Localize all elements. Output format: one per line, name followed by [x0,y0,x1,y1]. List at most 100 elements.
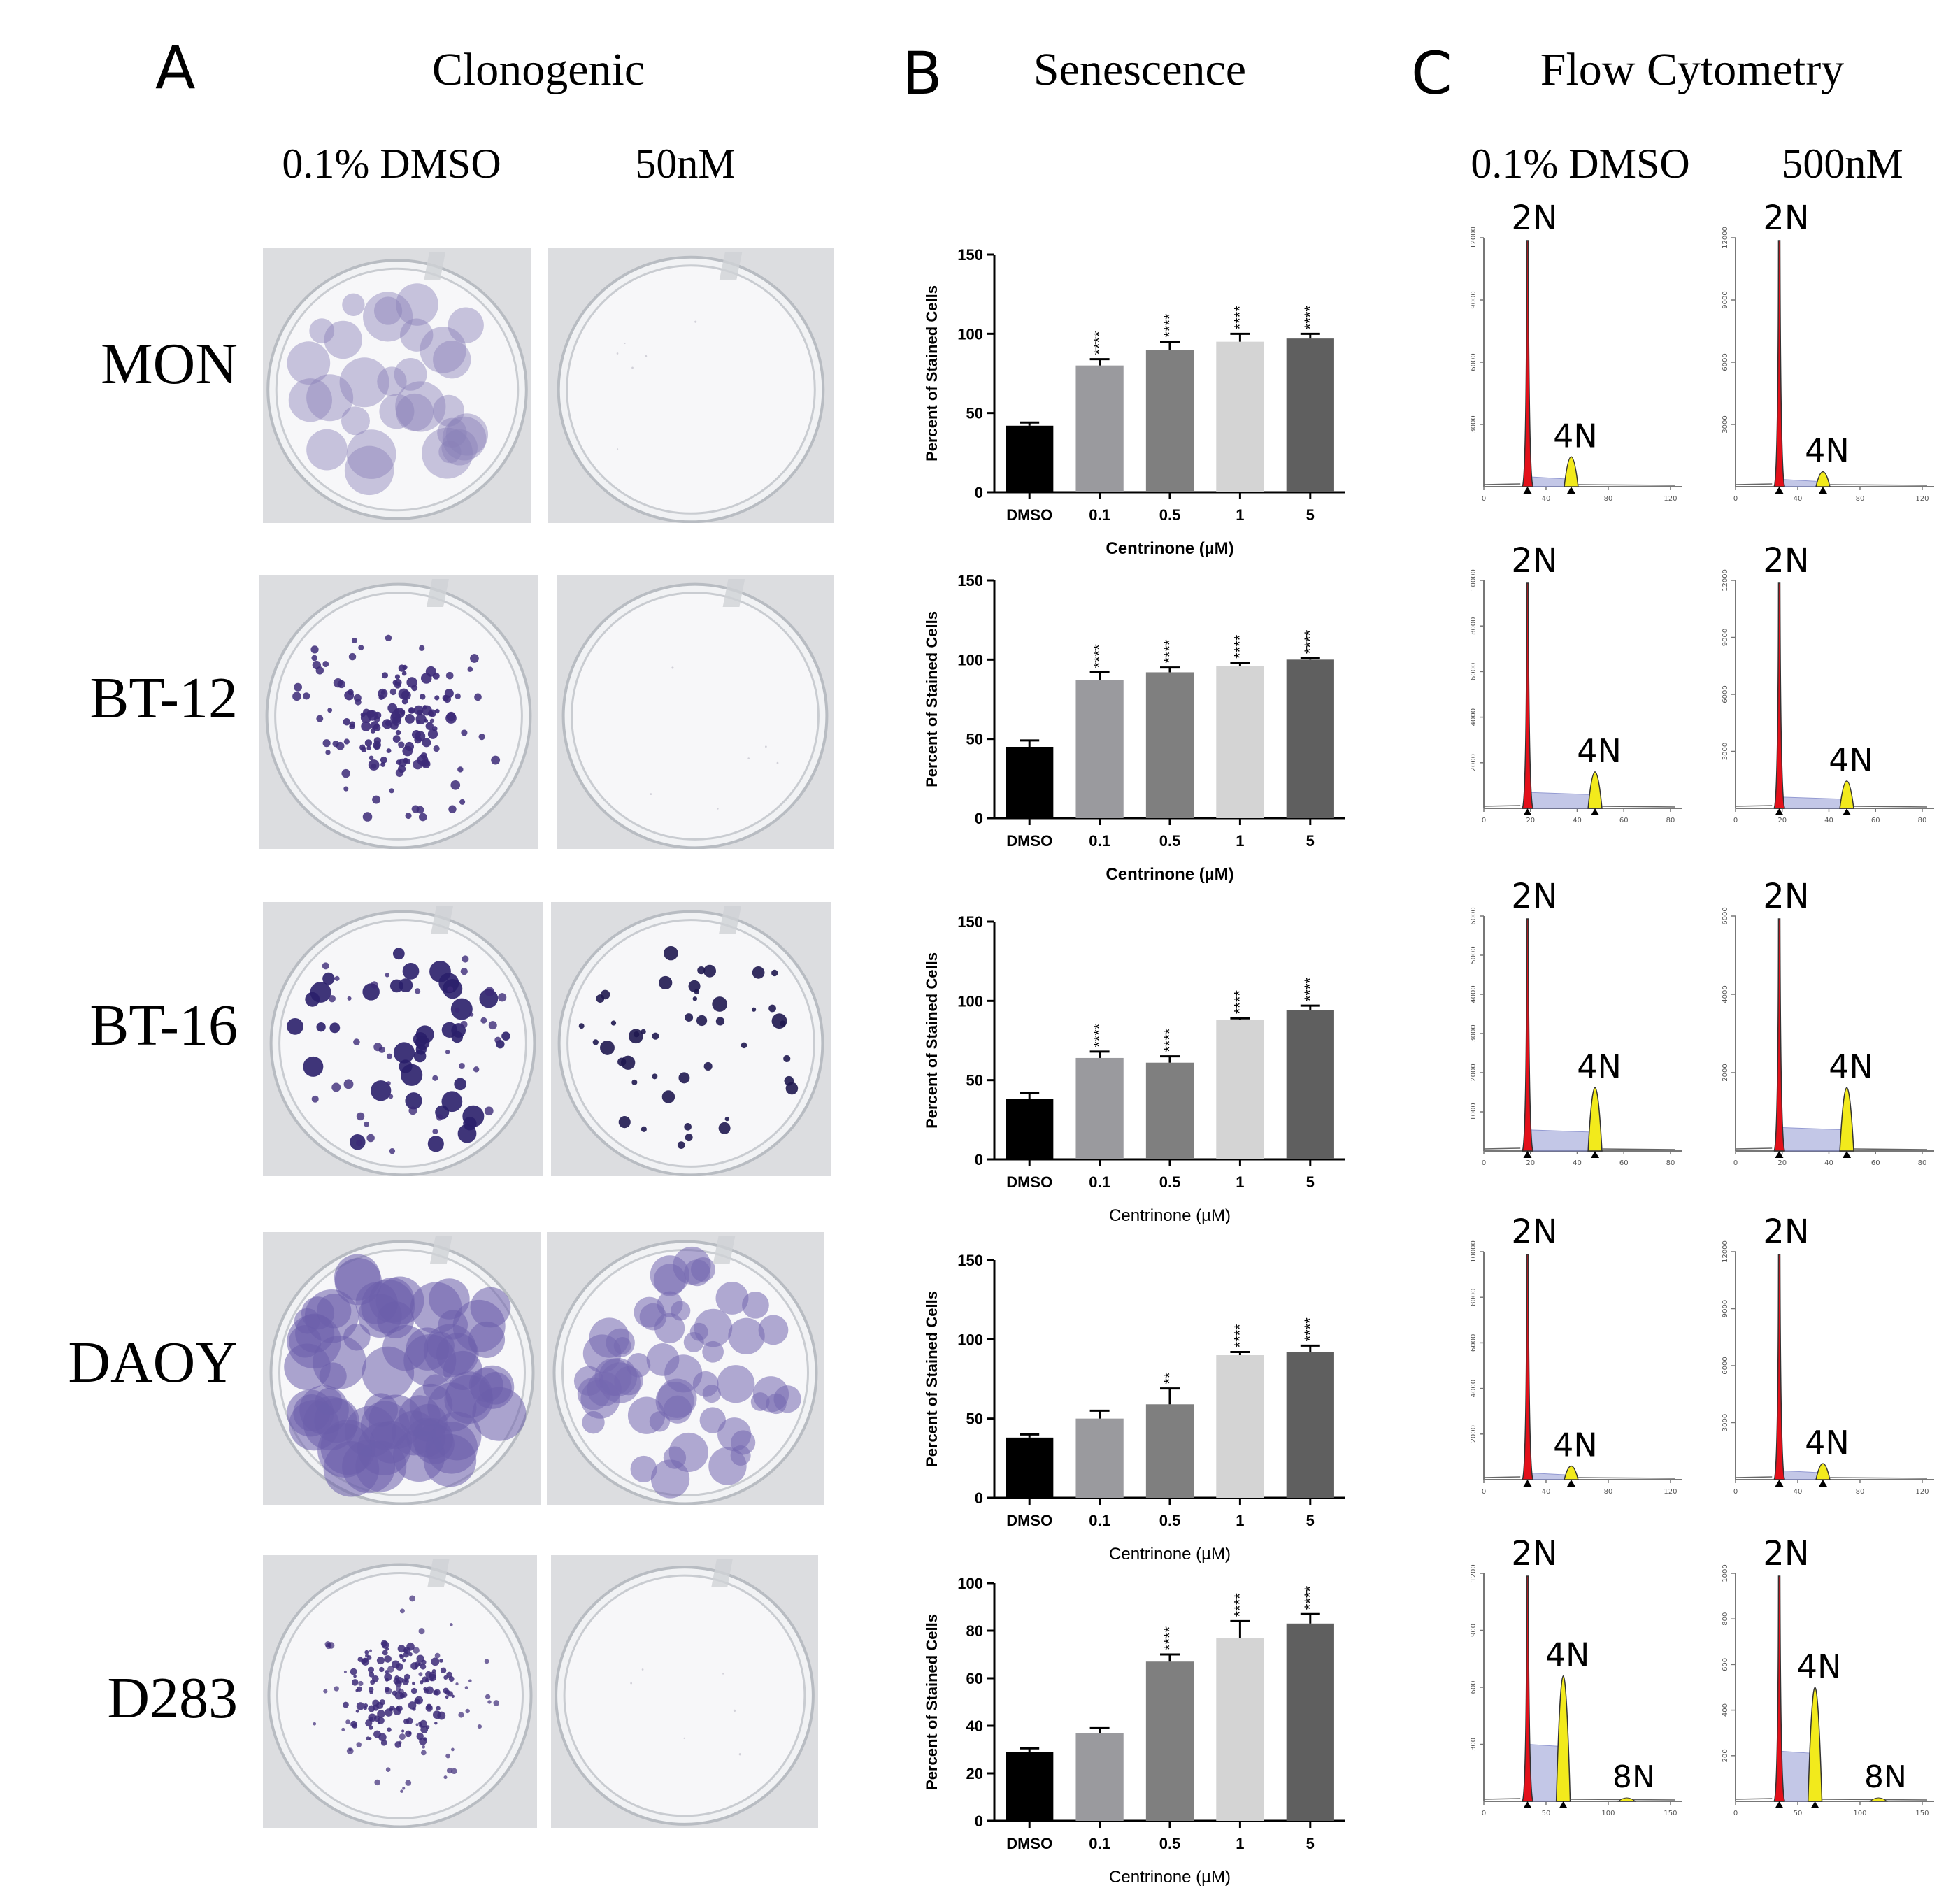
colony [370,1680,375,1685]
plate-bt16-treated [551,902,831,1176]
colony [357,1657,364,1662]
y-tick-label: 60 [966,1670,983,1687]
colony [434,695,440,701]
colony [402,1787,406,1790]
colony [343,738,350,745]
colony [336,741,345,750]
colony [392,735,401,743]
colony [425,1704,433,1712]
colony [322,962,329,970]
flow-bt12-dmso: 2000 4000 6000 8000 10000 0 20 40 60 80 2N 4N [1440,538,1692,832]
x-tick-label: 0.5 [1159,1512,1181,1529]
colony [351,637,357,643]
colony [392,948,405,960]
flow-x-tick-label: 80 [1666,1159,1675,1167]
bar-5 [1286,1010,1334,1159]
colony [422,1745,426,1749]
colony [399,1654,403,1658]
colony [385,634,392,642]
colony [455,1682,459,1686]
colony [708,1447,747,1485]
y-tick-label: 100 [957,325,983,343]
histogram-tail [1735,1147,1928,1150]
colony [333,678,343,688]
colony [445,413,489,456]
colony [694,989,700,995]
colony [592,1039,599,1045]
colony [422,1676,429,1683]
colony [347,996,352,1001]
colony [677,1141,685,1150]
speck [616,352,619,355]
panel-a-letter: A [155,34,196,102]
colony [345,1719,350,1724]
peak-label-4n: 4N [1829,741,1873,779]
colony [432,1129,438,1135]
colony [368,1705,375,1712]
row-label-bt12: BT-12 [90,666,238,731]
colony [421,759,429,767]
colony [654,1313,685,1344]
flow-bt12-treated: 3000 6000 9000 12000 0 20 40 60 80 2N 4N [1692,538,1944,832]
plate-bt12-treated [557,575,834,849]
flow-y-tick-label: 2000 [1470,754,1478,771]
x-tick-label: 0.5 [1159,1173,1181,1191]
colony [411,730,421,740]
colony [386,1053,392,1059]
colony [758,1315,789,1345]
colony [356,1702,365,1710]
colony [419,645,425,651]
bar-chart-bt16: Percent of Stained Cells 0 50 100 150 DMSO 0.1… [909,905,1399,1233]
bar-1 [1216,1020,1264,1159]
y-tick-label: 150 [957,1252,983,1269]
colony [386,748,392,753]
colony [400,1789,403,1793]
y-tick-label: 100 [957,992,983,1010]
colony [443,1687,449,1694]
colony [600,1040,615,1055]
flow-x-tick-label: 120 [1664,1488,1677,1496]
colony [420,1750,427,1756]
figure-svg: Percent of Stained Cells 0 50 100 150 DMSO 0.1… [923,572,1345,884]
colony [413,759,423,770]
colony [427,1331,455,1360]
colony [400,318,434,352]
colony [432,394,465,427]
panel-a-col-label-dmso: 0.1% DMSO [282,141,501,187]
bar-0.5 [1145,350,1194,492]
colony [409,1595,416,1602]
colony [385,1687,392,1695]
row-label-bt16: BT-16 [90,993,238,1058]
colony [618,1116,631,1129]
colony [368,1687,374,1692]
colony [374,1715,380,1722]
colony [398,758,407,767]
colony [668,1432,708,1473]
y-tick-label: 80 [966,1622,983,1640]
y-tick-label: 150 [957,913,983,931]
colony [385,1678,389,1682]
flow-y-tick-label: 8000 [1470,1288,1478,1306]
bar-1 [1216,1638,1264,1821]
bar-chart-d283: Percent of Stained Cells 0 20 40 60 80 100 DMSO… [909,1566,1399,1895]
x-tick-label: 0.1 [1089,1835,1110,1852]
colony [395,1686,401,1692]
colony [366,1134,375,1143]
flow-y-tick-label: 4000 [1470,985,1478,1003]
colony [369,1717,373,1722]
flow-x-tick-label: 80 [1856,495,1865,503]
colony [316,1022,326,1032]
peak-label-8n: 8N [1612,1759,1655,1795]
significance-label: **** [1301,306,1319,330]
x-tick-label: DMSO [1006,506,1052,524]
colony [392,1660,400,1669]
colony [341,768,350,778]
colony [425,722,434,731]
dish-well [566,264,816,515]
colony [284,1343,331,1391]
y-tick-label: 0 [975,1489,983,1507]
colony [401,1729,405,1733]
plate-tab [722,579,745,607]
colony [344,445,394,496]
figure-svg: 3000 6000 9000 12000 0 40 80 120 2N 4N [1722,199,1934,503]
